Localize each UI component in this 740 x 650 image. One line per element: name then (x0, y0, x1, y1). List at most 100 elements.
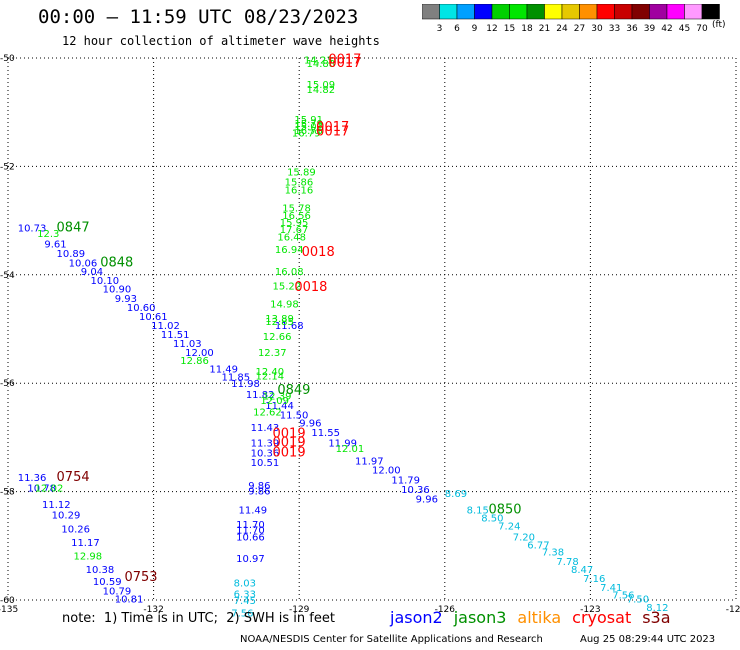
wave-height-point-altika: 7.38 (542, 548, 564, 559)
wave-height-point-jason2: 11.12 (42, 500, 71, 511)
x-tick-label: -132 (143, 605, 163, 615)
wave-height-point-jason2: 10.59 (93, 577, 122, 588)
wave-height-point-jason3: 15.22 (273, 281, 302, 292)
wave-height-point-jason2: 11.36 (18, 473, 47, 484)
wave-height-colorbar: 3 6 9 12 15 18 21 24 27 30 33 36 39 42 45 70 (422, 4, 720, 34)
wave-height-point-jason3: 15.91 (294, 115, 323, 126)
wave-height-point-jason2: 9.04 (81, 267, 103, 278)
y-tick-label: -50 (0, 54, 15, 64)
colorbar-tick-label: 6 (454, 24, 460, 34)
colorbar-tick-label: 42 (661, 24, 672, 34)
colorbar-tick-label: 12 (486, 24, 497, 34)
colorbar-tick-label: 21 (539, 24, 550, 34)
wave-height-point-altika: 7.56 (612, 590, 634, 601)
wave-height-point-jason2: 10.73 (18, 223, 47, 234)
legend-cryosat: cryosat (572, 608, 632, 627)
legend-jason2: jason2 (390, 608, 443, 627)
wave-height-point-altika: 7.56 (231, 608, 253, 619)
wave-height-point-jason2: 10.06 (69, 259, 98, 270)
wave-height-point-jason2: 10.61 (139, 312, 168, 323)
wave-height-point-jason2: 11.44 (265, 401, 294, 412)
pass-time-label: 0019 (273, 426, 306, 441)
chart-title: 00:00 – 11:59 UTC 08/23/2023 (38, 6, 359, 28)
wave-height-point-jason2: 10.66 (236, 532, 265, 543)
y-tick-label: -52 (0, 162, 15, 172)
pass-time-label: 0019 (273, 445, 306, 460)
wave-height-point-jason2: 10.97 (236, 554, 265, 565)
wave-height-point-jason2: 10.10 (91, 276, 120, 287)
wave-height-point-altika: 7.78 (556, 557, 578, 568)
wave-height-point-altika: 7.41 (600, 583, 622, 594)
wave-height-point-jason3: 16.75 (294, 126, 323, 137)
colorbar-tick-label: 18 (521, 24, 533, 34)
wave-height-point-jason3: 12.85 (265, 317, 294, 328)
wave-height-point-altika: 8.03 (234, 578, 256, 589)
wave-height-point-jason2: 10.90 (103, 285, 132, 296)
wave-height-point-jason3: 12.86 (180, 356, 209, 367)
wave-height-point-jason3: 16.08 (275, 267, 304, 278)
x-tick-label: -135 (0, 605, 18, 615)
wave-height-point-jason2: 10.36 (251, 448, 280, 459)
wave-height-point-jason3: 17.67 (280, 225, 309, 236)
wave-height-point-jason2: 11.39 (251, 439, 280, 450)
wave-height-point-jason2: 10.51 (251, 458, 280, 469)
wave-height-point-jason2: 11.97 (355, 457, 384, 468)
wave-height-point-jason2: 10.36 (401, 485, 430, 496)
colorbar-tick-label: 27 (574, 24, 585, 34)
wave-height-point-jason2: 12.00 (372, 466, 401, 477)
footer-note: note: 1) Time is in UTC; 2) SWH is in fe… (62, 611, 335, 626)
y-tick-label: -56 (0, 379, 15, 389)
wave-height-point-altika: 8.69 (445, 489, 467, 500)
wave-height-point-jason2: 11.85 (222, 372, 251, 383)
colorbar-tick-label: 45 (679, 24, 690, 34)
wave-height-point-altika: 6.33 (234, 589, 256, 600)
wave-height-point-jason2: 11.03 (173, 339, 202, 350)
pass-time-label: 0017 (328, 52, 361, 67)
wave-height-point-jason2: 11.70 (236, 520, 265, 531)
y-tick-label: -58 (0, 488, 15, 498)
wave-height-point-jason3: 12.02 (35, 484, 64, 495)
legend-jason3: jason3 (453, 608, 507, 627)
wave-height-point-jason3: 12.62 (253, 408, 282, 419)
wave-height-point-altika: 8.12 (646, 603, 668, 614)
wave-height-point-jason2: 10.38 (86, 565, 115, 576)
wave-height-point-altika: 7.24 (498, 522, 520, 533)
wave-height-point-altika: 7.50 (627, 595, 649, 606)
colorbar-tick-label: 3 (437, 24, 443, 34)
x-tick-label: -129 (289, 605, 310, 615)
pass-time-label: 0017 (316, 120, 349, 135)
wave-height-point-jason2: 9.86 (248, 481, 270, 492)
wave-height-point-jason2: 10.29 (52, 511, 81, 522)
pass-time-label: 0848 (100, 256, 133, 271)
wave-height-point-jason2: 12.00 (185, 348, 214, 359)
pass-time-label: 0847 (57, 220, 90, 235)
wave-height-point-jason3: 12.09 (260, 396, 289, 407)
pass-time-label: 0017 (328, 56, 361, 71)
colorbar-tick-label: 24 (556, 24, 568, 34)
colorbar-unit: (ft) (712, 20, 726, 30)
colorbar-swatch (701, 4, 720, 20)
wave-height-point-jason2: 11.55 (311, 428, 340, 439)
wave-height-point-jason2: 11.51 (161, 330, 190, 341)
wave-height-point-jason2: 9.93 (115, 294, 137, 305)
generated-timestamp: Aug 25 08:29:44 UTC 2023 (580, 634, 716, 645)
legend-s3a: s3a (642, 608, 671, 627)
y-tick-label: -54 (0, 271, 15, 281)
wave-height-point-jason3: 15.01 (294, 122, 323, 133)
wave-height-point-jason2: 11.49 (239, 505, 268, 516)
x-tick-label: -123 (580, 605, 600, 615)
colorbar-tick-label: 15 (504, 24, 515, 34)
wave-height-point-jason2: 10.78 (27, 484, 56, 495)
pass-time-label: 0017 (316, 125, 349, 140)
wave-height-point-jason3: 16.16 (285, 186, 314, 197)
wave-height-point-jason2: 10.79 (103, 587, 132, 598)
wave-height-point-jason2: 11.98 (231, 379, 260, 390)
credit-text: NOAA/NESDIS Center for Satellite Applica… (240, 634, 543, 645)
wave-height-point-jason3: 16.48 (277, 233, 306, 244)
wave-height-point-jason3: 12.66 (263, 332, 292, 343)
pass-time-label: 0018 (302, 245, 335, 260)
wave-height-point-jason2: 11.43 (251, 423, 280, 434)
wave-height-point-jason3: 16.94 (275, 245, 304, 256)
wave-height-point-jason3: 14.88 (306, 59, 335, 70)
